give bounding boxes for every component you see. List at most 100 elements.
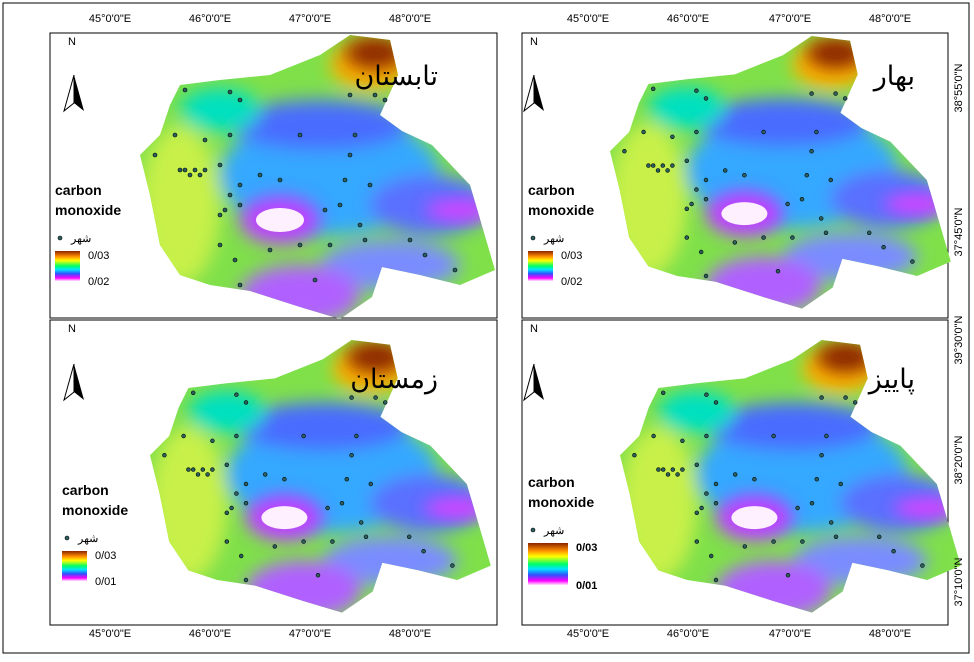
city-point bbox=[408, 238, 412, 242]
city-point bbox=[829, 520, 833, 524]
city-point bbox=[670, 135, 674, 139]
city-point bbox=[223, 208, 227, 212]
legend-point bbox=[531, 528, 535, 532]
legend-title: monoxide bbox=[55, 202, 121, 218]
city-point bbox=[752, 477, 756, 481]
city-point bbox=[210, 468, 214, 472]
city-point bbox=[694, 130, 698, 134]
city-point bbox=[363, 238, 367, 242]
city-point bbox=[182, 434, 186, 438]
city-point bbox=[354, 434, 358, 438]
legend-point bbox=[531, 236, 535, 240]
north-label: N bbox=[530, 323, 538, 335]
city-point bbox=[186, 468, 190, 472]
city-point bbox=[238, 183, 242, 187]
legend-max: 0/03 bbox=[561, 250, 582, 262]
city-point bbox=[359, 520, 363, 524]
city-point bbox=[742, 173, 746, 177]
city-point bbox=[790, 236, 794, 240]
city-point bbox=[676, 472, 680, 476]
legend-point-label: شهر bbox=[77, 533, 98, 545]
city-point bbox=[225, 540, 229, 544]
city-point bbox=[228, 193, 232, 197]
city-point bbox=[786, 573, 790, 577]
longitude-label: 48°0'0"E bbox=[389, 628, 431, 640]
city-point bbox=[762, 236, 766, 240]
city-point bbox=[772, 434, 776, 438]
city-point bbox=[383, 400, 387, 404]
city-point bbox=[234, 393, 238, 397]
city-point bbox=[814, 130, 818, 134]
city-point bbox=[173, 133, 177, 137]
city-point bbox=[695, 511, 699, 515]
city-point bbox=[193, 168, 197, 172]
city-point bbox=[238, 203, 242, 207]
city-point bbox=[273, 544, 277, 548]
city-point bbox=[230, 506, 234, 510]
longitude-label: 47°0'0"E bbox=[289, 13, 331, 25]
city-point bbox=[188, 173, 192, 177]
legend-title: monoxide bbox=[62, 502, 128, 518]
city-point bbox=[666, 472, 670, 476]
city-point bbox=[723, 168, 727, 172]
city-point bbox=[910, 260, 914, 264]
city-point bbox=[704, 178, 708, 182]
city-point bbox=[369, 482, 373, 486]
city-point bbox=[824, 434, 828, 438]
city-point bbox=[228, 133, 232, 137]
city-point bbox=[225, 463, 229, 467]
city-point bbox=[328, 243, 332, 247]
city-point bbox=[364, 535, 368, 539]
legend-title: carbon bbox=[528, 474, 575, 490]
city-point bbox=[368, 183, 372, 187]
city-point bbox=[699, 250, 703, 254]
city-point bbox=[263, 472, 267, 476]
legend-min: 0/01 bbox=[576, 580, 597, 592]
city-point bbox=[714, 482, 718, 486]
city-point bbox=[183, 168, 187, 172]
city-point bbox=[203, 168, 207, 172]
city-point bbox=[704, 434, 708, 438]
city-point bbox=[345, 477, 349, 481]
city-point bbox=[892, 549, 896, 553]
city-point bbox=[877, 535, 881, 539]
north-label: N bbox=[68, 36, 76, 48]
city-point bbox=[183, 88, 187, 92]
legend-max: 0/03 bbox=[95, 550, 116, 562]
north-label: N bbox=[530, 36, 538, 48]
city-point bbox=[690, 202, 694, 206]
longitude-label: 48°0'0"E bbox=[389, 13, 431, 25]
city-point bbox=[191, 391, 195, 395]
city-point bbox=[656, 468, 660, 472]
city-point bbox=[239, 554, 243, 558]
city-point bbox=[810, 149, 814, 153]
city-point bbox=[651, 87, 655, 91]
city-point bbox=[694, 188, 698, 192]
color-bar bbox=[528, 251, 553, 281]
city-point bbox=[820, 396, 824, 400]
city-point bbox=[218, 163, 222, 167]
city-point bbox=[244, 501, 248, 505]
city-point bbox=[313, 278, 317, 282]
city-point bbox=[704, 197, 708, 201]
north-label: N bbox=[68, 323, 76, 335]
city-point bbox=[450, 564, 454, 568]
city-point bbox=[796, 506, 800, 510]
city-point bbox=[326, 506, 330, 510]
city-point bbox=[218, 243, 222, 247]
city-point bbox=[244, 578, 248, 582]
legend-min: 0/02 bbox=[88, 276, 109, 288]
legend-max: 0/03 bbox=[576, 542, 597, 554]
city-point bbox=[191, 468, 195, 472]
city-point bbox=[330, 540, 334, 544]
city-point bbox=[278, 178, 282, 182]
city-point bbox=[652, 434, 656, 438]
city-point bbox=[776, 269, 780, 273]
city-point bbox=[743, 544, 747, 548]
city-point bbox=[244, 400, 248, 404]
city-point bbox=[233, 258, 237, 262]
city-point bbox=[733, 240, 737, 244]
city-point bbox=[714, 578, 718, 582]
city-point bbox=[302, 434, 306, 438]
